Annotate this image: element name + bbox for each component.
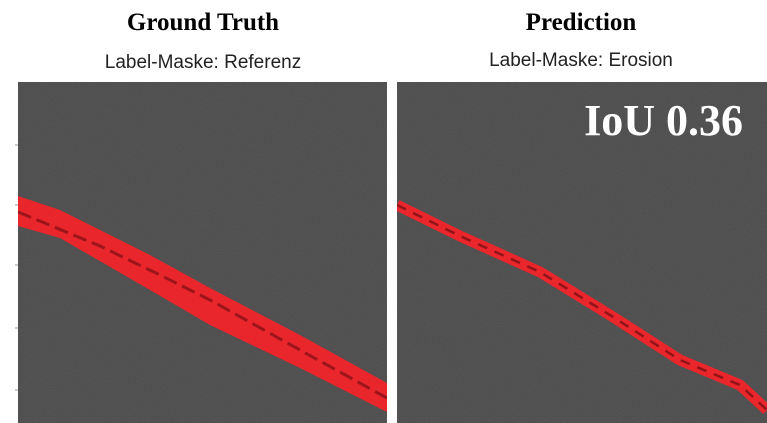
panel-subtitle: Label-Maske: Referenz xyxy=(105,52,301,73)
iou-label: IoU 0.36 xyxy=(584,96,743,145)
ground-truth-image xyxy=(18,82,387,423)
panel-title: Ground Truth xyxy=(127,9,279,36)
panel-title: Prediction xyxy=(526,9,637,36)
prediction-image: IoU 0.36 xyxy=(397,82,767,423)
panel-subtitle: Label-Maske: Erosion xyxy=(489,50,673,71)
left-ticks xyxy=(15,145,18,390)
figure: Ground Truth Label-Maske: Referenz Predi… xyxy=(0,0,767,423)
